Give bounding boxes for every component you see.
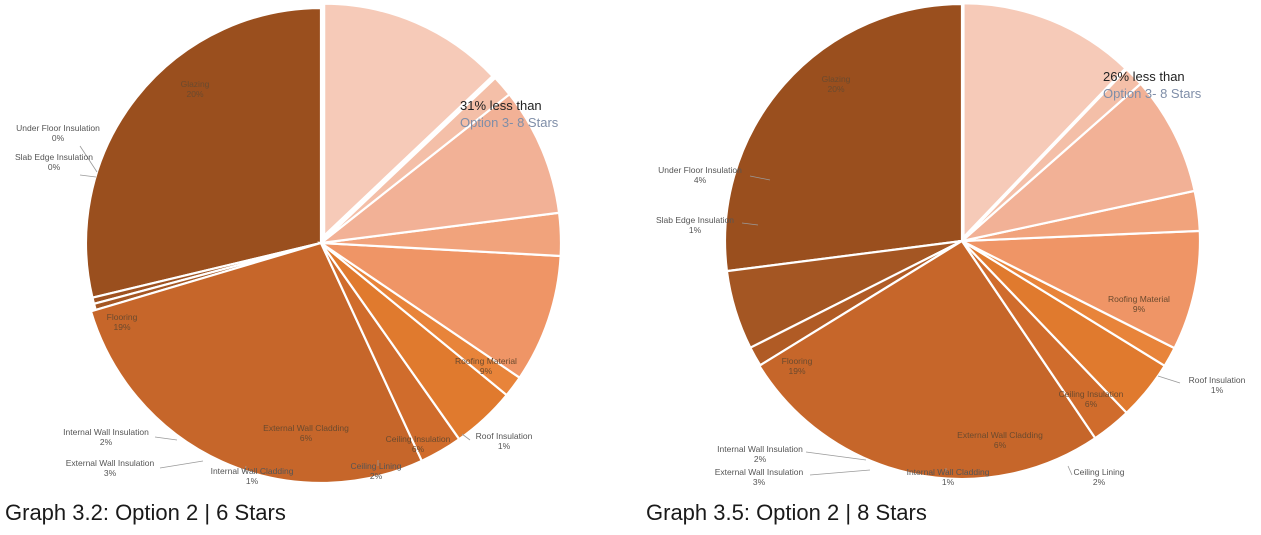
slice-value-slab-edge-insulation: 1%: [689, 225, 702, 235]
pie-slice-roofing-material: [323, 2, 495, 239]
slice-value-external-wall-insulation: 3%: [104, 468, 117, 478]
leader-line-slab-edge-insulation: [79, 174, 97, 178]
slice-label-ceiling-insulation: Ceiling Insulation: [386, 434, 451, 444]
comparison-note: 26% less than: [1103, 69, 1185, 84]
comparison-note: 31% less than: [460, 98, 542, 113]
slice-value-roof-insulation: 1%: [1211, 385, 1224, 395]
slice-label-under-floor-insulation: Under Floor Insulation: [16, 123, 100, 133]
leader-line-roof-insulation: [461, 433, 471, 441]
pie-slice-glazing: [723, 2, 964, 273]
comparison-note-reference: Option 3- 8 Stars: [1103, 86, 1202, 101]
slice-value-roofing-material: 9%: [1133, 304, 1146, 314]
slice-value-ceiling-lining: 2%: [1093, 477, 1106, 487]
slice-value-glazing: 20%: [827, 84, 844, 94]
leader-line-external-wall-insulation: [159, 460, 204, 469]
pie-slice-ceiling-insulation: [958, 82, 1196, 243]
slice-label-external-wall-insulation: External Wall Insulation: [715, 467, 804, 477]
slice-value-external-wall-insulation: 3%: [753, 477, 766, 487]
slice-label-internal-wall-insulation: Internal Wall Insulation: [63, 427, 149, 437]
slice-value-flooring: 19%: [788, 366, 805, 376]
leader-line-internal-wall-cladding: [244, 465, 247, 473]
slice-label-roof-insulation: Roof Insulation: [1189, 375, 1246, 385]
slice-label-ceiling-insulation: Ceiling Insulation: [1059, 389, 1124, 399]
pie-slice-roof-insulation: [320, 76, 511, 244]
slice-value-under-floor-insulation: 4%: [694, 175, 707, 185]
pie-slice-ceiling-insulation: [317, 92, 561, 245]
slice-label-ceiling-lining: Ceiling Lining: [350, 461, 401, 471]
slice-value-roofing-material: 9%: [480, 366, 493, 376]
slice-value-roof-insulation: 1%: [498, 441, 511, 451]
slice-value-ceiling-lining: 2%: [370, 471, 383, 481]
slice-value-glazing: 20%: [186, 89, 203, 99]
slice-value-slab-edge-insulation: 0%: [48, 162, 61, 172]
slice-value-internal-wall-cladding: 1%: [942, 477, 955, 487]
slice-value-ceiling-insulation: 6%: [1085, 399, 1098, 409]
pie-slice-roofing-material: [962, 2, 1127, 241]
chart-panel-option2-6stars: Glazing 20% Under Floor Insulation 0% Slab E…: [0, 0, 630, 535]
pie-slice-roof-insulation: [961, 67, 1143, 242]
slice-value-internal-wall-cladding: 1%: [246, 476, 259, 486]
slice-label-ceiling-lining: Ceiling Lining: [1073, 467, 1124, 477]
pie-slice-external-wall-cladding: [317, 241, 562, 380]
slice-label-slab-edge-insulation: Slab Edge Insulation: [656, 215, 734, 225]
slice-label-internal-wall-cladding: Internal Wall Cladding: [907, 467, 990, 477]
slice-value-under-floor-insulation: 0%: [52, 133, 65, 143]
slice-label-roof-insulation: Roof Insulation: [476, 431, 533, 441]
slice-label-under-floor-insulation: Under Floor Insulation: [658, 165, 742, 175]
leader-line-roof-insulation: [1157, 375, 1181, 384]
leader-line-external-wall-insulation: [809, 469, 871, 476]
slice-label-glazing: Glazing: [822, 74, 851, 84]
slice-label-external-wall-cladding: External Wall Cladding: [957, 430, 1043, 440]
slice-label-flooring: Flooring: [782, 356, 813, 366]
slice-label-roofing-material: Roofing Material: [455, 356, 517, 366]
slice-value-external-wall-cladding: 6%: [994, 440, 1007, 450]
chart-title: Graph 3.2: Option 2 | 6 Stars: [5, 500, 286, 525]
leader-line-internal-wall-insulation: [805, 451, 867, 461]
slice-value-ceiling-insulation: 6%: [412, 444, 425, 454]
leader-line-under-floor-insulation: [749, 175, 771, 181]
slice-value-flooring: 19%: [113, 322, 130, 332]
slice-label-flooring: Flooring: [107, 312, 138, 322]
slice-label-slab-edge-insulation: Slab Edge Insulation: [15, 152, 93, 162]
slice-value-external-wall-cladding: 6%: [300, 433, 313, 443]
pie-slice-external-wall-cladding: [957, 229, 1202, 350]
pie-slice-glazing: [84, 6, 323, 299]
pie-slice-flooring: [757, 239, 1097, 481]
leader-line-ceiling-lining: [1067, 465, 1073, 476]
chart-title: Graph 3.5: Option 2 | 8 Stars: [646, 500, 927, 525]
leader-line-internal-wall-insulation: [154, 436, 178, 441]
slice-label-internal-wall-cladding: Internal Wall Cladding: [211, 466, 294, 476]
slice-label-internal-wall-insulation: Internal Wall Insulation: [717, 444, 803, 454]
chart-panel-option2-8stars: Glazing 20% Under Floor Insulation 4% Slab E…: [630, 0, 1261, 535]
leader-line-slab-edge-insulation: [741, 222, 759, 226]
comparison-note-reference: Option 3- 8 Stars: [460, 115, 559, 130]
slice-value-internal-wall-insulation: 2%: [754, 454, 767, 464]
slice-value-internal-wall-insulation: 2%: [100, 437, 113, 447]
slice-label-roofing-material: Roofing Material: [1108, 294, 1170, 304]
slice-label-external-wall-insulation: External Wall Insulation: [66, 458, 155, 468]
pie-slice-flooring: [89, 241, 424, 485]
leader-line-under-floor-insulation: [79, 145, 98, 173]
slice-label-external-wall-cladding: External Wall Cladding: [263, 423, 349, 433]
slice-label-glazing: Glazing: [181, 79, 210, 89]
